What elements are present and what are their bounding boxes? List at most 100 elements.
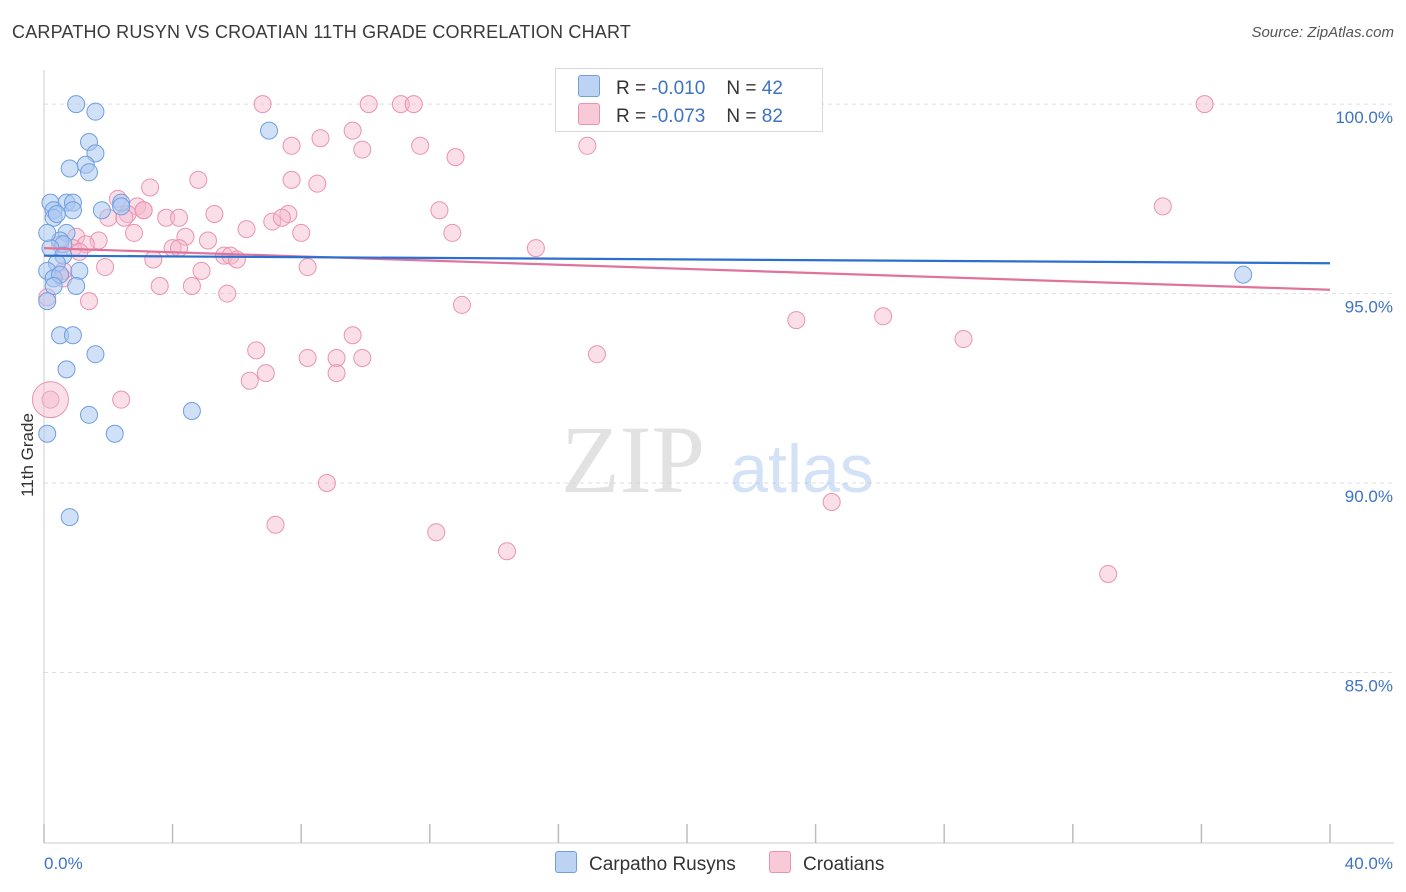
croatian-point [240,371,259,390]
x-tick-label-max: 40.0% [1345,854,1393,873]
croatian-point [446,148,465,167]
croatian-point-large [31,381,69,419]
croatian-point [205,204,224,223]
croatian-point [443,223,462,242]
croatian-point [272,208,291,227]
croatian-point [526,239,545,258]
croatian-point [176,227,195,246]
carpatho-point [86,345,105,364]
croatian-point [70,242,89,261]
croatian-point [182,276,201,295]
croatian-point [497,542,516,561]
carpatho-point [105,424,124,443]
legend-n-value: 82 [761,106,783,127]
legend-n-label: N = [726,106,757,127]
croatian-point [822,492,841,511]
carpatho-trend-line [43,254,1331,265]
croatian-point [578,136,597,155]
croatian-point [353,348,372,367]
croatian-point [80,292,99,311]
bottom-legend-label: Croatians [803,854,885,875]
bottom-swatch-pink [769,851,791,873]
y-tick-label: 90.0% [1345,487,1393,506]
croatian-point [292,223,311,242]
trend-lines [43,246,1331,291]
croatian-point [170,239,189,258]
croatian-point [150,276,169,295]
croatian-point [327,364,346,383]
carpatho-point [60,508,79,527]
croatian-point [391,95,410,114]
bottom-legend-croatian: Croatians [769,851,884,876]
croatian-point [144,250,163,269]
y-tick-label: 100.0% [1335,108,1393,127]
carpatho-point [182,402,201,421]
croatian-point [787,311,806,330]
legend-r-value: -0.010 [651,78,706,99]
carpatho-point [67,276,86,295]
croatian-point [343,326,362,345]
croatian-point [112,390,131,409]
carpatho-point [57,360,76,379]
croatian-point [427,523,446,542]
carpatho-point [47,204,66,223]
carpatho-point [60,159,79,178]
series-carpatho-rusyns [38,95,1253,527]
chart-title: CARPATHO RUSYN VS CROATIAN 11TH GRADE CO… [12,22,632,42]
carpatho-point [38,292,57,311]
source-label: Source: ZipAtlas.com [1251,24,1394,41]
legend: R = -0.010 N = 42 R = -0.073 N = 82 [555,68,823,132]
croatian-point [308,174,327,193]
bottom-legend-label: Carpatho Rusyns [589,854,736,875]
croatian-point [157,208,176,227]
y-axis-label: 11th Grade [18,413,37,497]
croatian-point [96,258,115,277]
croatian-point [189,170,208,189]
croatian-point [253,95,272,114]
croatian-point [404,95,423,114]
croatian-point [141,178,160,197]
carpatho-point [44,276,63,295]
carpatho-point [86,102,105,121]
carpatho-point [67,95,86,114]
carpatho-point [92,201,111,220]
legend-r-label: R = [616,78,647,99]
croatian-point [218,284,237,303]
legend-n-value: 42 [761,78,783,99]
axes [43,70,1394,844]
croatian-point [256,364,275,383]
carpatho-point [70,261,89,280]
croatian-point [298,348,317,367]
croatian-point [134,201,153,220]
bottom-legend-carpatho: Carpatho Rusyns [555,851,736,876]
croatian-point [263,212,282,231]
croatian-point [247,341,266,360]
carpatho-point [63,326,82,345]
legend-r-value: -0.073 [651,106,706,127]
carpatho-point [1234,265,1253,284]
croatian-point [198,231,217,250]
croatian-point [353,140,372,159]
legend-row-carpatho: R = -0.010 N = 42 [578,75,783,101]
carpatho-point [63,201,82,220]
watermark-atlas: atlas [730,431,874,507]
croatian-trend-line [43,246,1331,291]
croatian-point [317,474,336,493]
y-tick-label: 95.0% [1345,298,1393,317]
croatian-point [343,121,362,140]
croatian-point [282,136,301,155]
croatian-point [954,330,973,349]
croatian-point [266,515,285,534]
legend-row-croatian: R = -0.073 N = 82 [578,103,783,129]
croatian-point [359,95,378,114]
croatian-point [192,261,211,280]
bottom-swatch-blue [555,851,577,873]
croatian-point [874,307,893,326]
croatian-point [125,223,144,242]
croatian-point [170,208,189,227]
croatian-point [282,170,301,189]
legend-n-label: N = [726,78,757,99]
carpatho-point [80,405,99,424]
tick-labels: 85.0% 90.0% 95.0% 100.0% 0.0% 40.0% [44,108,1393,873]
